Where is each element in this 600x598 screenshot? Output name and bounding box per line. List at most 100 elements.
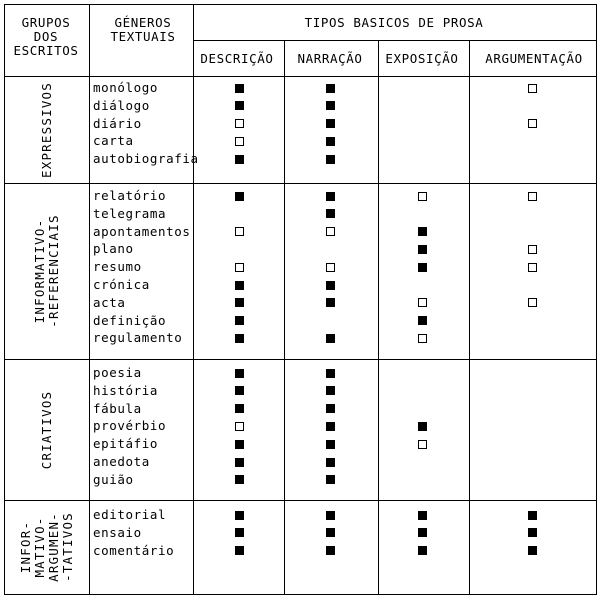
genre-label: crónica bbox=[93, 277, 150, 292]
empty-square-marker bbox=[527, 298, 537, 308]
empty-square-marker bbox=[234, 119, 244, 129]
filled-square-marker bbox=[527, 546, 537, 556]
header-genres: GÉNEROS TEXTUAIS bbox=[110, 15, 176, 44]
filled-square-marker bbox=[325, 119, 335, 129]
filled-square-marker bbox=[234, 368, 244, 378]
filled-square-marker bbox=[234, 510, 244, 520]
filled-square-marker bbox=[234, 333, 244, 343]
table-hline bbox=[4, 76, 597, 77]
filled-square-marker bbox=[325, 421, 335, 431]
genre-label: monólogo bbox=[93, 80, 159, 95]
filled-square-marker bbox=[234, 528, 244, 538]
genre-label: definição bbox=[93, 312, 167, 328]
genre-label: diário bbox=[93, 115, 142, 131]
empty-square-marker bbox=[527, 262, 537, 272]
genre-label: resumo bbox=[93, 259, 142, 275]
table-vline bbox=[596, 4, 597, 595]
filled-square-marker bbox=[234, 280, 244, 290]
genre-label: regulamento bbox=[93, 330, 183, 346]
genre-label: relatório bbox=[93, 188, 167, 203]
filled-square-marker bbox=[325, 439, 335, 449]
genre-label: plano bbox=[93, 241, 134, 257]
genre-label: comentário bbox=[93, 542, 175, 558]
filled-square-marker bbox=[417, 546, 427, 556]
column-header-narracao: NARRAÇÃO bbox=[297, 51, 363, 66]
genre-label: acta bbox=[93, 294, 126, 310]
filled-square-marker bbox=[234, 439, 244, 449]
genre-label: telegrama bbox=[93, 205, 167, 221]
filled-square-marker bbox=[417, 528, 427, 538]
filled-square-marker bbox=[234, 298, 244, 308]
filled-square-marker bbox=[234, 154, 244, 164]
filled-square-marker bbox=[234, 101, 244, 111]
empty-square-marker bbox=[527, 191, 537, 201]
filled-square-marker bbox=[325, 475, 335, 485]
group-label: INFORMATIVO- -REFERENCIAIS bbox=[31, 214, 61, 328]
table-vline bbox=[89, 4, 90, 594]
table-hline bbox=[4, 4, 597, 5]
filled-square-marker bbox=[417, 227, 427, 237]
header-groups: GRUPOS DOS ESCRITOS bbox=[13, 15, 79, 58]
genre-label: diálogo bbox=[93, 97, 150, 113]
table-vline bbox=[4, 4, 5, 594]
empty-square-marker bbox=[234, 262, 244, 272]
filled-square-marker bbox=[325, 280, 335, 290]
filled-square-marker bbox=[325, 136, 335, 146]
filled-square-marker bbox=[234, 386, 244, 396]
genre-label: ensaio bbox=[93, 524, 142, 540]
group-label: EXPRESSIVOS bbox=[38, 81, 54, 178]
empty-square-marker bbox=[417, 191, 427, 201]
filled-square-marker bbox=[325, 298, 335, 308]
filled-square-marker bbox=[325, 404, 335, 414]
filled-square-marker bbox=[325, 510, 335, 520]
genre-label: poesia bbox=[93, 365, 142, 380]
filled-square-marker bbox=[234, 475, 244, 485]
genre-label: editorial bbox=[93, 507, 167, 522]
table-vline bbox=[193, 4, 194, 594]
filled-square-marker bbox=[234, 191, 244, 201]
table-hline bbox=[4, 594, 597, 595]
filled-square-marker bbox=[234, 546, 244, 556]
genre-label: guião bbox=[93, 471, 134, 487]
column-header-descricao: DESCRIÇÃO bbox=[200, 51, 274, 66]
filled-square-marker bbox=[325, 368, 335, 378]
filled-square-marker bbox=[325, 546, 335, 556]
table-hline bbox=[4, 183, 597, 184]
empty-square-marker bbox=[417, 439, 427, 449]
empty-square-marker bbox=[234, 136, 244, 146]
column-header-exposicao: EXPOSIÇÃO bbox=[385, 51, 459, 66]
empty-square-marker bbox=[527, 119, 537, 129]
filled-square-marker bbox=[234, 457, 244, 467]
group-label: INFOR- MATIVO- ARGUMEN- -TATIVOS bbox=[17, 512, 75, 582]
empty-square-marker bbox=[234, 227, 244, 237]
empty-square-marker bbox=[325, 227, 335, 237]
header-types-title: TIPOS BASICOS DE PROSA bbox=[304, 15, 484, 30]
filled-square-marker bbox=[417, 316, 427, 326]
genre-label: história bbox=[93, 382, 159, 398]
empty-square-marker bbox=[417, 333, 427, 343]
empty-square-marker bbox=[527, 244, 537, 254]
filled-square-marker bbox=[234, 316, 244, 326]
genre-label: epitáfio bbox=[93, 436, 159, 452]
empty-square-marker bbox=[417, 298, 427, 308]
filled-square-marker bbox=[325, 333, 335, 343]
genre-label: carta bbox=[93, 133, 134, 149]
table-hline bbox=[193, 40, 596, 41]
empty-square-marker bbox=[234, 421, 244, 431]
filled-square-marker bbox=[234, 83, 244, 93]
group-label: CRIATIVOS bbox=[38, 390, 54, 469]
filled-square-marker bbox=[325, 191, 335, 201]
filled-square-marker bbox=[325, 154, 335, 164]
empty-square-marker bbox=[527, 83, 537, 93]
filled-square-marker bbox=[325, 528, 335, 538]
filled-square-marker bbox=[417, 510, 427, 520]
genre-label: autobiografia bbox=[93, 151, 199, 167]
filled-square-marker bbox=[325, 83, 335, 93]
genre-label: fábula bbox=[93, 400, 142, 416]
table-vline bbox=[469, 40, 470, 594]
table-hline bbox=[4, 500, 597, 501]
table-hline bbox=[4, 359, 597, 360]
filled-square-marker bbox=[325, 209, 335, 219]
genre-label: apontamentos bbox=[93, 223, 191, 239]
